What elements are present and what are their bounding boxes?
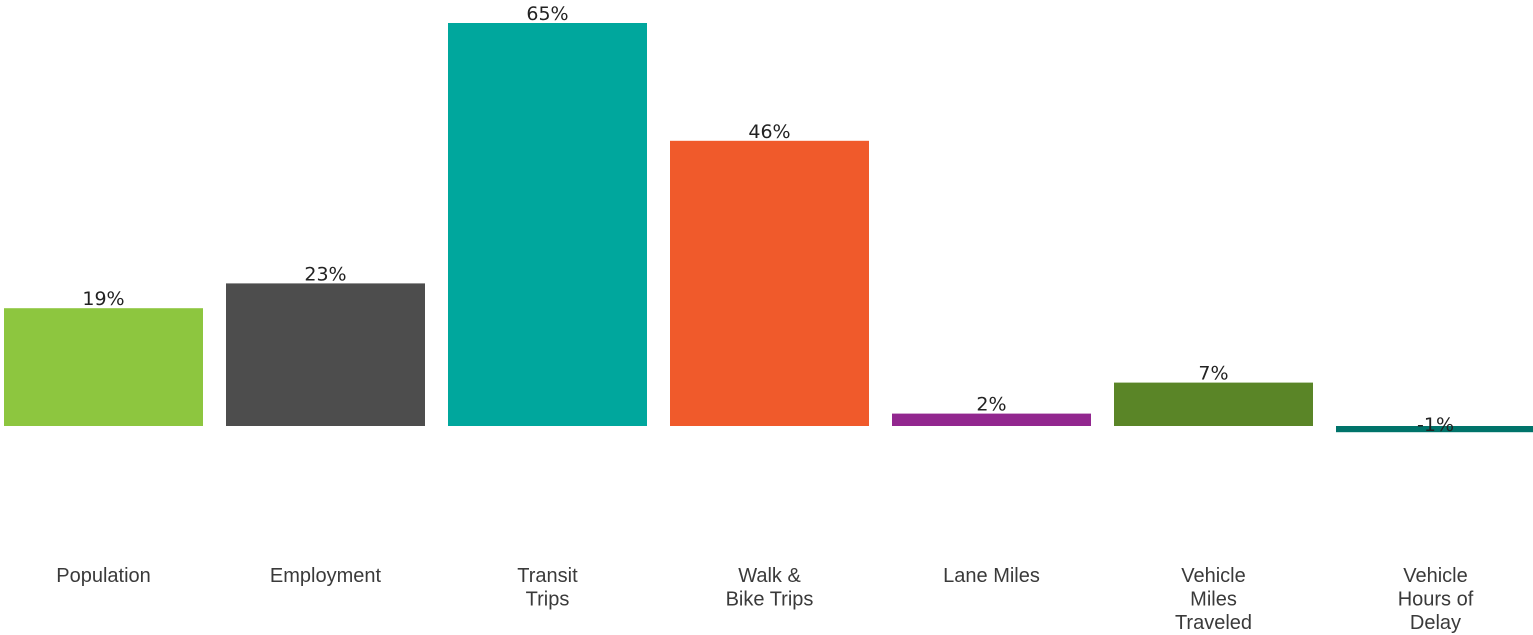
category-label-line: Hours of [1398,589,1474,611]
category-label-line: Trips [526,589,570,611]
category-label-0: Population [56,565,151,587]
value-label-2: 65% [526,3,568,25]
category-label-line: Vehicle [1181,565,1246,587]
category-label-line: Population [56,565,151,587]
bars-group [4,23,1533,433]
category-label-line: Delay [1410,612,1461,634]
value-label-4: 2% [976,394,1006,416]
category-label-line: Bike Trips [726,589,814,611]
category-label-line: Transit [517,565,578,587]
category-label-5: Vehicle Miles Traveled [1175,565,1252,634]
value-label-3: 46% [748,121,790,143]
value-label-5: 7% [1198,363,1228,385]
category-label-2: Transit Trips [517,565,578,611]
value-labels-group: 19% 23% 65% 46% 2% 7% -1% [82,3,1454,436]
category-labels-group: Population Employment Transit Trips Walk & Bi… [56,565,1473,634]
bar-4 [892,413,1091,426]
bar-5 [1114,382,1313,426]
category-label-line: Lane Miles [943,565,1040,587]
bar-0 [4,308,203,426]
category-label-line: Miles [1190,589,1237,611]
value-label-6: -1% [1417,414,1454,436]
value-label-1: 23% [304,263,346,285]
bar-6 [1336,426,1533,433]
category-label-line: Vehicle [1403,565,1468,587]
value-label-0: 19% [82,288,124,310]
bar-3 [670,140,869,427]
category-label-line: Walk & [738,565,801,587]
category-label-6: Vehicle Hours of Delay [1398,565,1474,634]
category-label-3: Walk & Bike Trips [726,565,814,611]
bar-2 [448,23,647,426]
bar-1 [226,283,425,426]
category-label-4: Lane Miles [943,565,1040,587]
category-label-1: Employment [270,565,382,587]
category-label-line: Traveled [1175,612,1252,634]
category-label-line: Employment [270,565,382,587]
